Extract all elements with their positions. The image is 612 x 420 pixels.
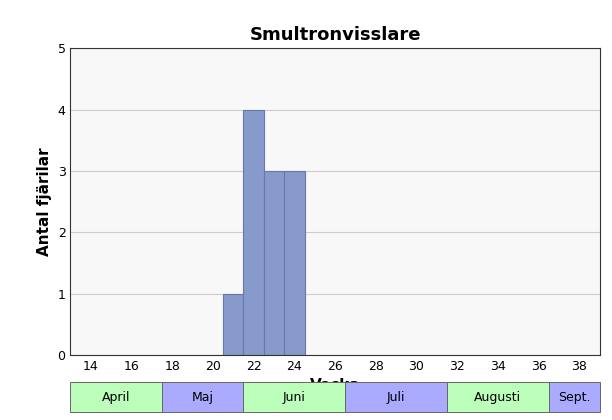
X-axis label: Vecka: Vecka — [310, 378, 360, 393]
Bar — [244, 110, 264, 355]
Text: April: April — [102, 391, 130, 404]
Bar — [264, 171, 284, 355]
Text: Sept.: Sept. — [558, 391, 591, 404]
Title: Smultronvisslare: Smultronvisslare — [249, 26, 421, 44]
Bar — [284, 171, 305, 355]
Text: Augusti: Augusti — [474, 391, 521, 404]
Text: Juni: Juni — [283, 391, 306, 404]
Text: Maj: Maj — [192, 391, 214, 404]
Bar — [223, 294, 244, 355]
Y-axis label: Antal fjärilar: Antal fjärilar — [37, 147, 52, 256]
Text: Juli: Juli — [387, 391, 405, 404]
